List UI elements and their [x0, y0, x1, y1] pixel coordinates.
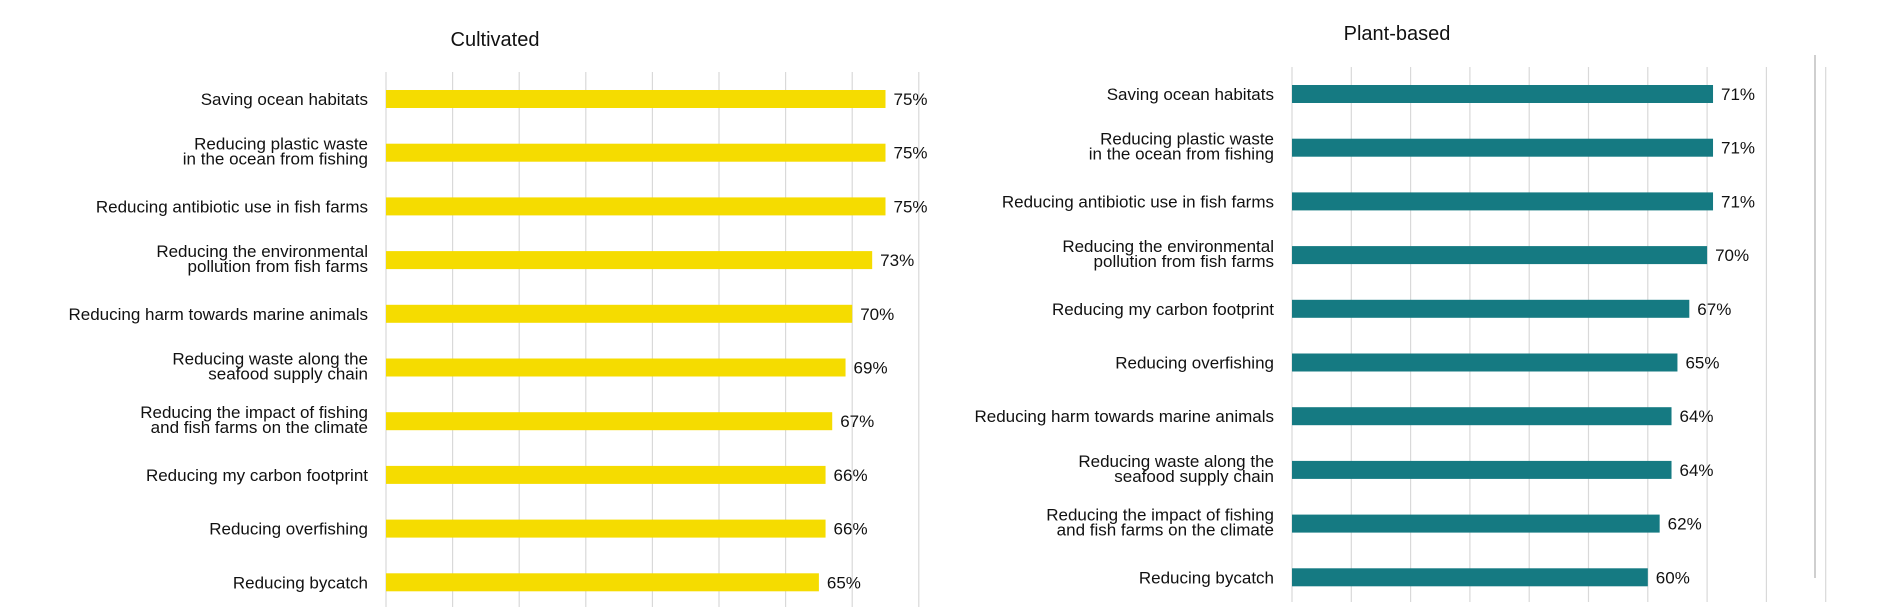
chart-title: Cultivated — [451, 29, 540, 51]
data-label: 75% — [894, 90, 928, 109]
data-label: 70% — [1715, 246, 1749, 265]
data-label: 65% — [827, 573, 861, 592]
category-label: Reducing waste along the seafood supply c… — [1078, 452, 1274, 486]
category-label: Reducing overfishing — [209, 520, 368, 539]
category-label-line: Reducing the environmental — [1062, 237, 1274, 256]
category-label-line: pollution from fish farms — [188, 257, 368, 276]
cultivated-chart: Cultivated 75% Saving ocean habitats 75% Red… — [68, 29, 928, 607]
data-label: 71% — [1721, 192, 1755, 211]
data-label: 75% — [894, 144, 928, 163]
data-label: 71% — [1721, 85, 1755, 104]
bar — [386, 519, 826, 538]
data-label: 67% — [1697, 300, 1731, 319]
category-label-line: pollution from fish farms — [1094, 252, 1274, 271]
chart-title: Plant-based — [1344, 23, 1451, 45]
category-label: Reducing bycatch — [233, 573, 368, 592]
data-label: 73% — [880, 251, 914, 270]
category-label-line: in the ocean from fishing — [183, 150, 368, 169]
category-label: Reducing plastic waste in the ocean from … — [183, 135, 368, 169]
bar — [1292, 514, 1660, 533]
data-label: 64% — [1680, 407, 1714, 426]
bar — [386, 251, 873, 270]
category-label-line: seafood supply chain — [208, 365, 368, 384]
data-label: 62% — [1668, 515, 1702, 534]
bar — [1292, 407, 1672, 426]
bar — [1292, 192, 1714, 211]
category-label-line: Reducing plastic waste — [194, 135, 368, 154]
data-label: 70% — [860, 305, 894, 324]
category-label-line: and fish farms on the climate — [1057, 521, 1274, 540]
category-label: Reducing the environmental pollution from… — [1062, 237, 1274, 271]
data-label: 65% — [1685, 354, 1719, 373]
category-label-line: in the ocean from fishing — [1089, 145, 1274, 164]
category-label: Reducing antibiotic use in fish farms — [96, 197, 368, 216]
bar — [386, 573, 819, 592]
category-label: Reducing the impact of fishing and fish f… — [1046, 506, 1274, 540]
bar — [1292, 299, 1690, 318]
category-label: Reducing my carbon footprint — [146, 466, 368, 485]
data-label: 69% — [854, 359, 888, 378]
data-label: 64% — [1680, 461, 1714, 480]
category-label: Saving ocean habitats — [1107, 85, 1274, 104]
category-label-line: Reducing plastic waste — [1100, 130, 1274, 149]
category-label: Saving ocean habitats — [201, 90, 368, 109]
category-label: Reducing plastic waste in the ocean from … — [1089, 130, 1274, 164]
category-label: Reducing overfishing — [1115, 354, 1274, 373]
bar — [386, 143, 886, 162]
data-label: 60% — [1656, 568, 1690, 587]
data-label: 75% — [894, 197, 928, 216]
bar — [1292, 568, 1648, 587]
bar — [1292, 460, 1672, 479]
data-label: 67% — [840, 412, 874, 431]
data-label: 66% — [834, 466, 868, 485]
bar — [386, 412, 833, 431]
category-label-line: Reducing waste along the — [1078, 452, 1274, 471]
category-label: Reducing the environmental pollution from… — [156, 242, 368, 276]
category-label: Reducing my carbon footprint — [1052, 300, 1274, 319]
category-label-line: Reducing the impact of fishing — [140, 403, 368, 422]
bar — [1292, 138, 1714, 157]
bar — [386, 197, 886, 216]
category-label: Reducing waste along the seafood supply c… — [172, 350, 368, 384]
data-label: 71% — [1721, 139, 1755, 158]
bar — [386, 304, 853, 323]
category-label-line: Reducing the impact of fishing — [1046, 506, 1274, 525]
bar — [1292, 85, 1714, 103]
bar — [1292, 246, 1708, 265]
category-label: Reducing the impact of fishing and fish f… — [140, 403, 368, 437]
category-label: Reducing harm towards marine animals — [68, 305, 368, 324]
data-label: 66% — [834, 520, 868, 539]
category-label-line: Reducing the environmental — [156, 242, 368, 261]
bar — [1292, 353, 1678, 372]
category-label: Reducing bycatch — [1139, 568, 1274, 587]
category-label-line: seafood supply chain — [1114, 467, 1274, 486]
category-label: Reducing antibiotic use in fish farms — [1002, 192, 1274, 211]
category-label: Reducing harm towards marine animals — [974, 407, 1274, 426]
bar — [386, 465, 826, 484]
category-label-line: and fish farms on the climate — [151, 418, 368, 437]
category-label-line: Reducing waste along the — [172, 350, 368, 369]
bar — [386, 90, 886, 108]
bar — [386, 358, 846, 377]
plant-based-chart: Plant-based 71% Saving ocean habitats 71% Re… — [974, 23, 1827, 602]
